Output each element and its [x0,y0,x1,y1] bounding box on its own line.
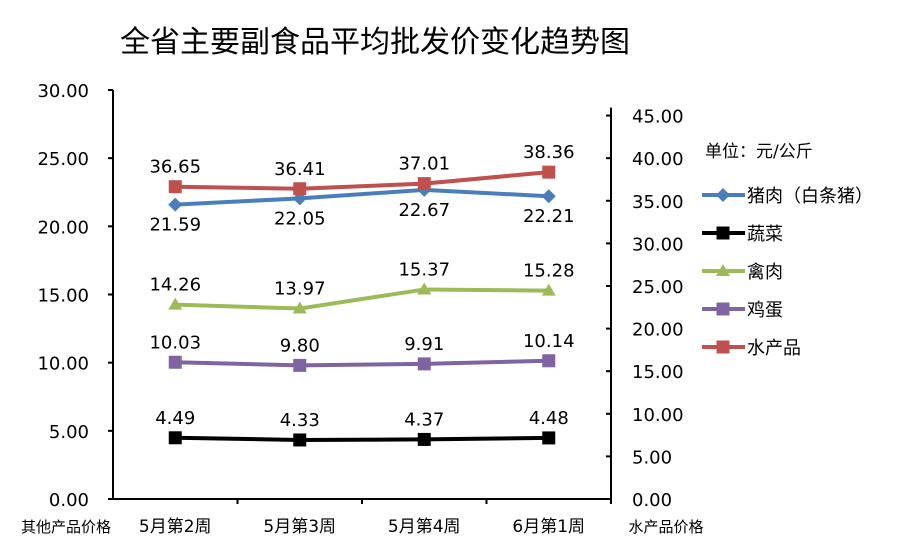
right-tick-label: 15.00 [632,362,684,383]
series-line [175,170,549,191]
legend-item: 水产品 [702,338,801,359]
right-tick-label: 30.00 [632,234,684,255]
legend-label: 鸡蛋 [747,300,783,321]
right-tick-label: 45.00 [632,107,684,128]
x-tick-label: 5月第4周 [388,517,461,537]
data-point-square [168,180,182,194]
right-tick-label: 25.00 [632,277,684,298]
right-tick-label: 5.00 [632,447,672,468]
left-tick-label: 5.00 [49,422,89,443]
series-鸡蛋: 10.03 9.80 9.91 10.14 [149,331,575,372]
legend-label: 猪肉（白条猪） [747,186,873,207]
data-point-square [417,357,431,371]
data-label: 38.36 [523,142,575,163]
data-label: 36.41 [274,159,326,180]
data-point-square [716,340,730,354]
data-point-square [293,433,307,447]
left-tick-label: 25.00 [37,149,89,170]
legend-item: 鸡蛋 [702,300,783,321]
data-label: 4.33 [280,410,320,431]
right-tick-label: 10.00 [632,405,684,426]
data-label: 22.21 [523,206,575,227]
data-label: 21.59 [149,215,201,236]
left-tick-label: 20.00 [37,217,89,238]
legend-item: 禽肉 [702,262,783,283]
series-line [175,287,549,311]
data-label: 36.65 [149,157,201,178]
series-蔬菜: 4.49 4.33 4.37 4.48 [155,408,569,447]
data-point-triangle [417,282,432,295]
data-label: 22.67 [398,200,450,221]
data-label: 4.48 [529,408,569,429]
series-line [175,358,549,368]
right-tick-label: 35.00 [632,192,684,213]
data-point-triangle [168,297,183,310]
data-label: 9.80 [280,335,320,356]
data-point-square [716,226,730,240]
right-tick-label: 20.00 [632,320,684,341]
data-point-triangle [292,301,307,314]
data-point-square [293,358,307,372]
data-label: 10.14 [523,331,575,352]
data-label: 13.97 [274,279,326,300]
series-line [175,435,549,442]
data-point-square [168,355,182,369]
data-label: 15.37 [398,259,450,280]
data-label: 4.49 [155,408,195,429]
data-point-square [716,302,730,316]
legend-label: 蔬菜 [747,224,783,245]
series-禽肉: 14.26 13.97 15.37 15.28 [149,259,575,314]
data-point-square [417,177,431,191]
data-label: 9.91 [404,334,444,355]
left-axis-label: 其他产品价格 [21,518,111,536]
data-point-square [417,432,431,446]
right-axis-label: 水产品价格 [628,518,703,536]
right-tick-label: 0.00 [632,490,672,511]
left-tick-label: 0.00 [49,490,89,511]
data-point-square [542,354,556,368]
legend-item: 蔬菜 [702,224,783,245]
series-line [175,187,549,207]
data-label: 37.01 [398,154,450,175]
data-label: 22.05 [274,208,326,229]
x-tick-label: 6月第1周 [512,517,585,537]
data-label: 14.26 [149,275,201,296]
data-label: 10.03 [149,332,201,353]
left-tick-label: 10.00 [37,354,89,375]
data-point-diamond [716,188,730,202]
x-tick-label: 5月第3周 [263,517,336,537]
series-猪肉（白条猪）: 21.59 22.05 22.67 22.21 [149,182,575,236]
data-point-triangle [716,264,730,276]
left-tick-label: 15.00 [37,286,89,307]
data-point-diamond [541,189,556,204]
series-水产品: 36.65 36.41 37.01 38.36 [149,142,575,196]
chart-title: 全省主要副食品平均批发价变化趋势图 [120,25,630,60]
data-point-square [542,431,556,445]
legend-label: 禽肉 [747,262,783,283]
data-point-square [542,165,556,179]
legend-label: 水产品 [747,338,801,359]
unit-label: 单位：元/公斤 [705,142,813,162]
data-label: 4.37 [404,409,444,430]
data-label: 15.28 [523,261,575,282]
data-point-triangle [541,283,556,296]
data-point-square [293,182,307,196]
right-tick-label: 40.00 [632,149,684,170]
data-point-diamond [168,197,183,212]
left-tick-label: 30.00 [37,81,89,102]
legend-item: 猪肉（白条猪） [702,186,873,207]
x-tick-label: 5月第2周 [139,517,212,537]
data-point-square [168,431,182,445]
